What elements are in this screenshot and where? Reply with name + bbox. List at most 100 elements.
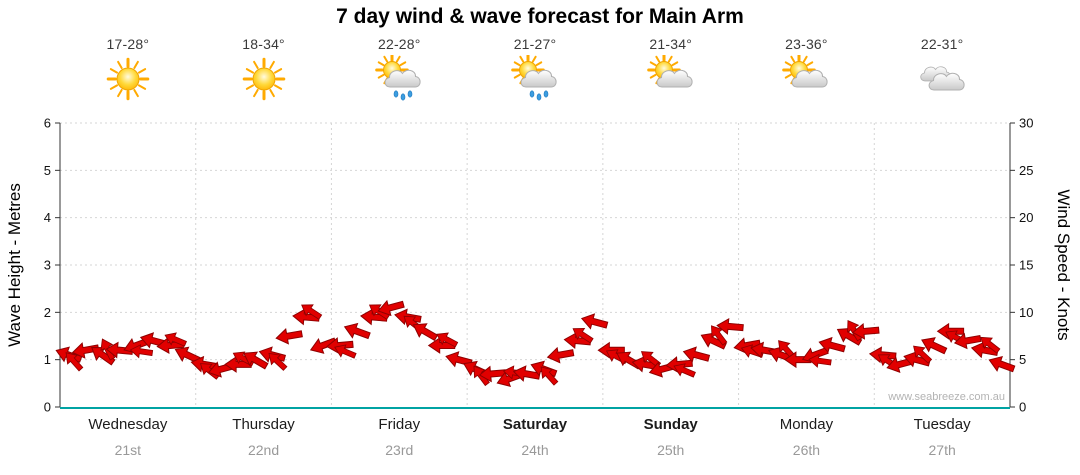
cloud-shape	[656, 69, 693, 88]
right-tick-label: 30	[1019, 116, 1033, 131]
day-column-friday: 22-28°	[331, 36, 467, 103]
wind-arrow	[309, 337, 337, 354]
wind-arrow	[921, 337, 948, 355]
right-tick-label: 15	[1019, 258, 1033, 273]
day-date-label: 24th	[521, 442, 549, 458]
day-name-label: Friday	[378, 416, 421, 433]
cloud-shape	[791, 69, 829, 88]
wind-arrow	[301, 304, 323, 320]
wind-arrow	[445, 351, 473, 368]
sun-showers-icon	[375, 55, 421, 101]
wind-arrow	[711, 325, 728, 346]
day-temp-range: 21-34°	[649, 36, 692, 52]
wind-arrow	[343, 322, 371, 340]
sun-shape	[242, 57, 285, 101]
raindrop-shape	[407, 90, 413, 98]
wind-arrow	[580, 313, 609, 330]
day-date-label: 21st	[114, 442, 142, 458]
left-tick-label: 4	[44, 210, 51, 225]
day-name-label: Saturday	[502, 416, 568, 433]
day-temp-range: 22-28°	[377, 36, 421, 52]
day-temp-range: 17-28°	[106, 36, 150, 52]
wind-arrow	[174, 346, 201, 364]
wind-arrow	[71, 342, 100, 359]
wind-arrow	[673, 363, 696, 378]
wind-arrow	[243, 351, 269, 370]
wind-arrow	[980, 336, 1001, 354]
wind-arrow	[268, 352, 288, 371]
day-column-tuesday: 22-31°	[874, 36, 1010, 103]
wind-arrow	[436, 332, 459, 348]
raindrop-shape	[543, 90, 549, 98]
cloud-shape	[384, 69, 421, 88]
right-tick-label: 0	[1019, 400, 1026, 415]
day-column-monday: 23-36°	[739, 36, 875, 103]
right-tick-label: 20	[1019, 210, 1033, 225]
cloud-shape	[928, 72, 965, 91]
sun-shape	[375, 55, 410, 87]
wind-arrow	[540, 366, 559, 386]
wind-arrow	[953, 332, 982, 350]
wind-arrow	[572, 328, 594, 344]
day-column-wednesday: 17-28°	[60, 36, 196, 103]
raindrop-shape	[393, 90, 399, 98]
sunny-icon	[242, 57, 285, 101]
watermark: www.seabreeze.com.au	[888, 391, 1005, 403]
day-date-label: 25th	[657, 442, 685, 458]
day-temp-range: 23-36°	[785, 36, 828, 52]
day-column-saturday: 21-27°	[467, 36, 603, 103]
day-temp-range: 22-31°	[920, 36, 964, 52]
left-tick-label: 0	[44, 400, 51, 415]
wind-arrows	[55, 299, 1016, 388]
wind-arrow	[640, 351, 662, 368]
wind-arrow	[164, 332, 187, 347]
day-date-label: 26th	[792, 442, 821, 458]
day-date-label: 22nd	[247, 442, 280, 458]
left-tick-label: 6	[44, 116, 51, 131]
cloud-shape	[520, 69, 557, 88]
wind-arrow	[818, 336, 846, 354]
left-tick-label: 5	[44, 163, 51, 178]
left-tick-label: 1	[44, 352, 51, 367]
sun-showers-icon	[511, 55, 557, 101]
right-tick-label: 10	[1019, 305, 1033, 320]
sun-shape	[106, 57, 150, 101]
wind-arrow	[808, 353, 832, 368]
page-title: 7 day wind & wave forecast for Main Arm	[336, 5, 744, 28]
partly-cloudy-icon	[646, 55, 693, 88]
wind-arrow	[377, 299, 405, 317]
day-date-label: 23rd	[385, 442, 414, 458]
day-name-label: Wednesday	[88, 416, 168, 433]
sunny-icon	[106, 57, 150, 101]
wind-arrow	[275, 327, 303, 345]
wind-arrow	[716, 317, 744, 335]
day-column-thursday: 18-34°	[196, 36, 332, 103]
day-name-label: Tuesday	[913, 416, 971, 433]
wind-arrow	[851, 322, 880, 340]
left-tick-label: 3	[44, 258, 51, 273]
day-name-label: Monday	[779, 416, 834, 433]
cloudy-icon	[920, 66, 965, 91]
day-date-label: 27th	[928, 442, 956, 458]
right-tick-label: 25	[1019, 163, 1033, 178]
partly-cloudy-icon	[782, 55, 829, 88]
raindrop-shape	[529, 90, 535, 98]
wind-arrow	[478, 365, 507, 383]
raindrop-shape	[400, 93, 406, 101]
left-tick-label: 2	[44, 305, 51, 320]
wind-arrow	[129, 344, 154, 359]
day-name-label: Thursday	[232, 416, 295, 433]
wind-arrow	[65, 352, 84, 372]
wind-arrow	[334, 344, 357, 359]
wind-arrow	[682, 346, 711, 363]
day-temp-range: 18-34°	[242, 36, 285, 52]
day-column-sunday: 21-34°	[603, 36, 739, 103]
right-tick-label: 5	[1019, 352, 1026, 367]
wind-arrow	[412, 323, 439, 342]
raindrop-shape	[536, 93, 542, 101]
wind-arrow	[988, 355, 1016, 373]
day-temp-range: 21-27°	[513, 36, 557, 52]
wind-arrow	[546, 346, 575, 364]
